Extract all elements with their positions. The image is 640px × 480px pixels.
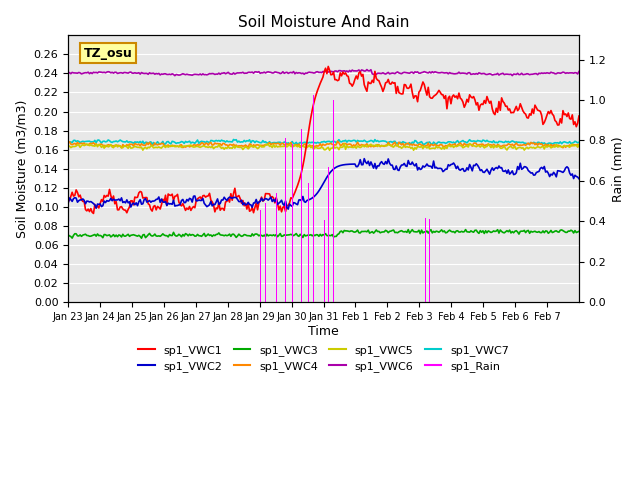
Legend: sp1_VWC1, sp1_VWC2, sp1_VWC3, sp1_VWC4, sp1_VWC5, sp1_VWC6, sp1_VWC7, sp1_Rain: sp1_VWC1, sp1_VWC2, sp1_VWC3, sp1_VWC4, … (134, 340, 513, 376)
Bar (285, 138, 286, 302)
Bar (429, 219, 430, 302)
Bar (292, 144, 293, 302)
Bar (333, 100, 334, 302)
Bar (301, 129, 302, 302)
X-axis label: Time: Time (308, 324, 339, 337)
Bar (308, 183, 309, 302)
Bar (425, 217, 426, 302)
Title: Soil Moisture And Rain: Soil Moisture And Rain (238, 15, 409, 30)
Bar (328, 167, 329, 302)
Bar (313, 95, 314, 302)
Text: TZ_osu: TZ_osu (83, 47, 132, 60)
Bar (260, 210, 261, 302)
Bar (265, 203, 266, 302)
Y-axis label: Soil Moisture (m3/m3): Soil Moisture (m3/m3) (15, 99, 28, 238)
Y-axis label: Rain (mm): Rain (mm) (612, 136, 625, 202)
Bar (324, 220, 325, 302)
Bar (276, 193, 277, 302)
